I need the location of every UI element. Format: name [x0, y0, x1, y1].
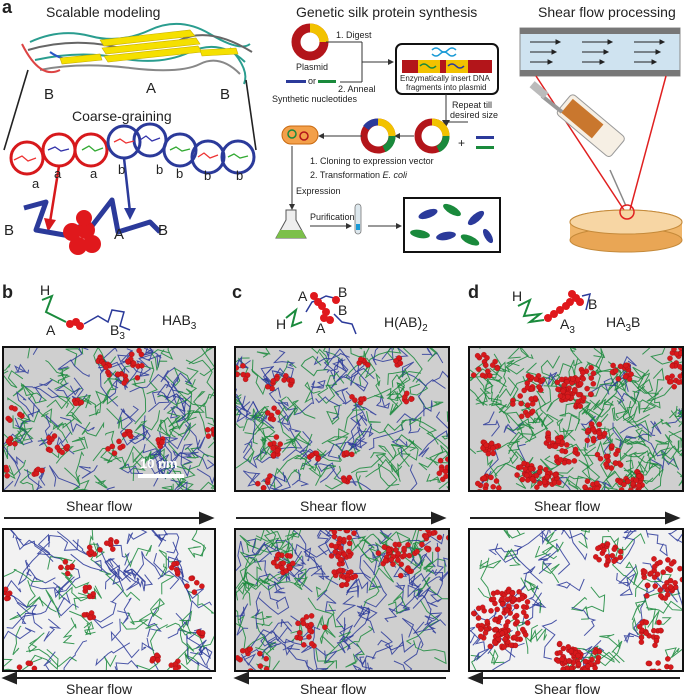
shear-flow-label-c-top: Shear flow: [300, 498, 367, 514]
sequence-b-sub: 3: [190, 320, 197, 332]
shear-flow-label-d-bottom: Shear flow: [534, 681, 601, 697]
panel-letter-d: d: [468, 282, 479, 302]
plasmid-label: Plasmid: [296, 62, 329, 72]
cg-label-a: A: [114, 226, 125, 243]
sequence-d-main: HA: [606, 314, 626, 330]
bead-label-b4: b: [204, 168, 212, 183]
mol-d-label-a: A: [560, 316, 570, 332]
bead-label-a2: a: [54, 166, 62, 181]
cg-red-beads: [63, 210, 101, 255]
shear-flow-label-d-top: Shear flow: [534, 498, 601, 514]
flow-arrows: [530, 39, 666, 65]
insert-line2: fragments into plasmid: [406, 83, 487, 92]
mol-c-label-b2: B: [338, 302, 348, 318]
transformation-prefix: 2. Transformation: [310, 170, 383, 180]
mol-b-label-a: A: [46, 322, 56, 338]
plasmid-multi-insert: [414, 118, 450, 154]
md-box-d-bottom: [468, 528, 684, 672]
beta-sheet-region: [59, 29, 239, 65]
panel-letter-b: b: [2, 282, 13, 302]
bead-label-b3: b: [176, 166, 184, 181]
block-label-b-right: B: [220, 86, 231, 103]
mol-b-label-b3: B3: [110, 322, 125, 342]
transformation-step: 2. Transformation E. coli: [310, 170, 407, 180]
flask-icon: [275, 209, 307, 239]
bead-label-b5: b: [236, 168, 244, 183]
md-box-d-top: [468, 346, 684, 492]
transformation-species: E. coli: [382, 170, 408, 180]
sequence-d-tail: B: [631, 314, 641, 330]
md-box-c-bottom: [234, 528, 450, 672]
bead-label-a1: a: [32, 176, 40, 191]
insert-line1: Enzymatically insert DNA: [400, 74, 490, 83]
silk-protein-icons: [410, 203, 494, 246]
shear-flow-label-b-bottom: Shear flow: [66, 681, 133, 697]
title-scalable-modeling: Scalable modeling: [46, 4, 161, 20]
purification-tube-icon: [354, 203, 362, 235]
block-label-b-left: B: [44, 86, 55, 103]
plasmid-icon: [291, 23, 329, 61]
mol-d-label-a3: A3: [560, 316, 575, 336]
or-label: or: [308, 76, 317, 86]
sequence-c: H(AB)2: [384, 314, 428, 334]
sequence-b-main: HAB: [162, 312, 191, 328]
purification-label: Purification: [310, 212, 355, 222]
md-box-b-top: [2, 346, 216, 492]
mol-c-label-b1: B: [338, 284, 348, 300]
atomistic-sticks: [13, 135, 249, 162]
protein-ribbon-structure: [21, 22, 253, 85]
mol-d-label-h: H: [512, 288, 523, 304]
md-box-c-top: [234, 346, 450, 492]
sequence-c-main: H(AB): [384, 314, 423, 330]
panel-letter-c: c: [232, 282, 243, 302]
synthetic-nucleotides-label: Synthetic nucleotides: [272, 94, 358, 104]
mol-d-label-a-sub: 3: [569, 324, 575, 336]
mol-d-label-b: B: [588, 296, 598, 312]
sequence-d-sub: 3: [625, 322, 632, 334]
cg-label-b-right: B: [158, 222, 169, 239]
step-anneal: 2. Anneal: [338, 84, 376, 94]
sequence-b: HAB3: [162, 312, 196, 332]
bead-label-b1: b: [118, 162, 126, 177]
cloning-step: 1. Cloning to expression vector: [310, 156, 434, 166]
md-box-b-bottom: [2, 528, 216, 672]
bead-label-a3: a: [90, 166, 98, 181]
ecoli-cell-icon: [281, 125, 319, 145]
mol-c-label-a2: A: [316, 320, 326, 336]
block-label-a: A: [146, 80, 157, 97]
plasmid-expression-vector: [360, 118, 396, 154]
coarse-graining-label: Coarse-graining: [72, 108, 172, 124]
shear-flow-label-b-top: Shear flow: [66, 498, 133, 514]
sequence-d: HA3B: [606, 314, 640, 334]
plus-sign: +: [458, 136, 466, 150]
shear-flow-label-c-bottom: Shear flow: [300, 681, 367, 697]
scale-bar-label: 10 nm: [140, 456, 178, 471]
mol-b-label-b-sub: 3: [119, 330, 125, 342]
repeat-line1: Repeat till: [452, 100, 493, 110]
molecule-ha3b: [517, 290, 592, 324]
coarse-grain-beads: [9, 122, 256, 176]
bead-label-b2: b: [156, 162, 164, 177]
mol-b-label-h: H: [40, 282, 51, 298]
cg-label-b-left: B: [4, 222, 15, 239]
mol-c-label-a1: A: [298, 288, 308, 304]
expression-label: Expression: [296, 186, 341, 196]
petri-dish-icon: [569, 204, 683, 253]
panel-letter-a: a: [2, 0, 13, 17]
title-genetic-synthesis: Genetic silk protein synthesis: [296, 4, 478, 20]
repeat-line2: desired size: [450, 110, 499, 120]
dna-helix-icon: [431, 47, 457, 57]
mol-b-label-b: B: [110, 322, 120, 338]
step-digest: 1. Digest: [336, 30, 372, 40]
mol-c-label-h: H: [276, 316, 287, 332]
title-shear-processing: Shear flow processing: [538, 4, 676, 20]
sequence-c-sub: 2: [422, 322, 428, 334]
syringe-icon: [529, 81, 627, 207]
